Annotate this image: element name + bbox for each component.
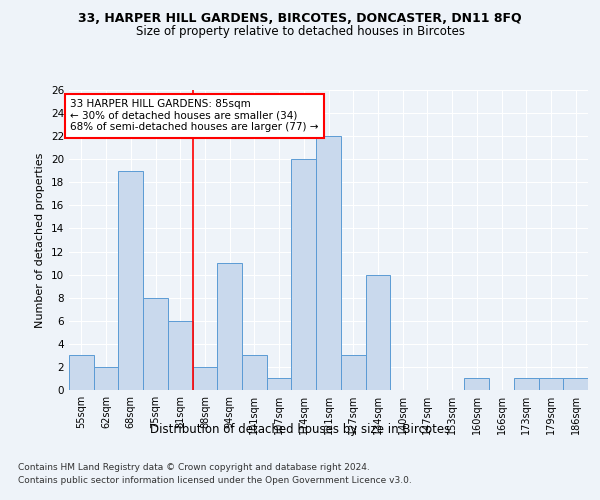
Bar <box>143 298 168 390</box>
Bar <box>514 378 539 390</box>
Bar <box>464 378 489 390</box>
Text: 33 HARPER HILL GARDENS: 85sqm
← 30% of detached houses are smaller (34)
68% of s: 33 HARPER HILL GARDENS: 85sqm ← 30% of d… <box>70 99 319 132</box>
Bar <box>316 136 341 390</box>
Bar <box>365 274 390 390</box>
Text: 33, HARPER HILL GARDENS, BIRCOTES, DONCASTER, DN11 8FQ: 33, HARPER HILL GARDENS, BIRCOTES, DONCA… <box>78 12 522 26</box>
Bar <box>563 378 588 390</box>
Bar <box>341 356 365 390</box>
Y-axis label: Number of detached properties: Number of detached properties <box>35 152 46 328</box>
Bar <box>292 159 316 390</box>
Bar <box>217 263 242 390</box>
Bar <box>539 378 563 390</box>
Bar <box>242 356 267 390</box>
Bar <box>69 356 94 390</box>
Bar <box>193 367 217 390</box>
Text: Size of property relative to detached houses in Bircotes: Size of property relative to detached ho… <box>136 25 464 38</box>
Text: Distribution of detached houses by size in Bircotes: Distribution of detached houses by size … <box>150 422 450 436</box>
Bar <box>94 367 118 390</box>
Bar <box>267 378 292 390</box>
Bar <box>118 171 143 390</box>
Bar <box>168 321 193 390</box>
Text: Contains public sector information licensed under the Open Government Licence v3: Contains public sector information licen… <box>18 476 412 485</box>
Text: Contains HM Land Registry data © Crown copyright and database right 2024.: Contains HM Land Registry data © Crown c… <box>18 462 370 471</box>
